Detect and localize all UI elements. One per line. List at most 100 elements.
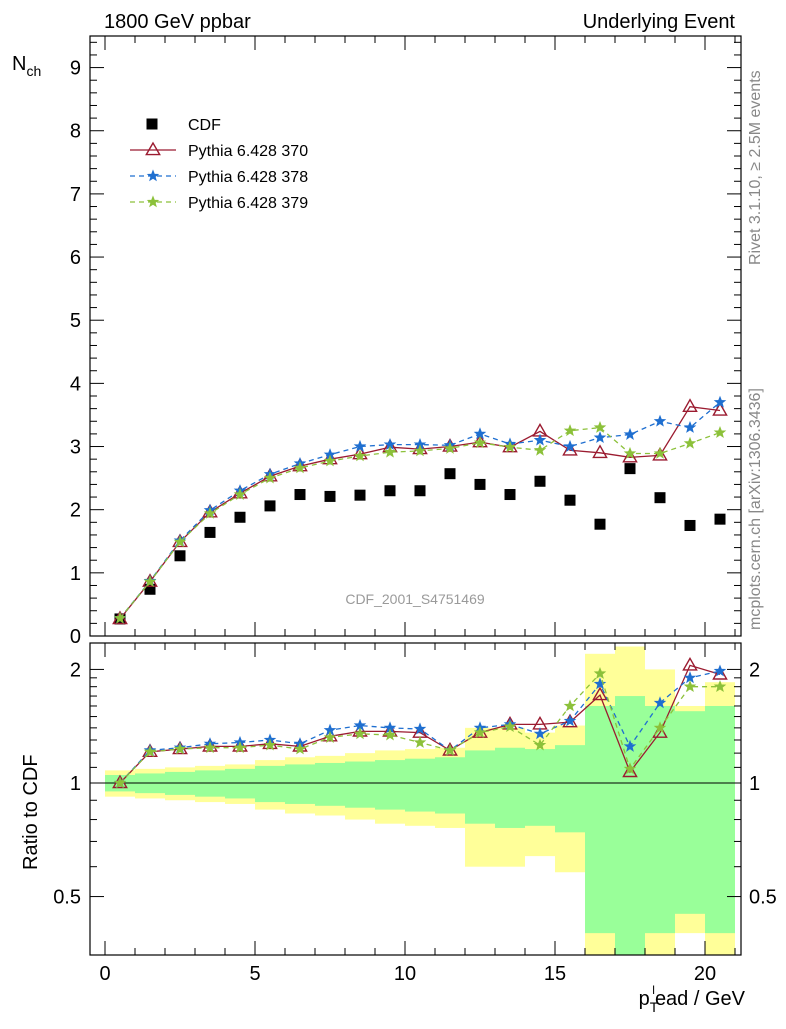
legend-label: Pythia 6.428 378 [188,169,308,186]
triangle-marker [232,484,248,499]
y-tick-label: 3 [70,437,81,459]
ratio-plot-area: 0 5 10 15 20 0.5 0.5 1 1 2 2 [53,642,777,985]
star-marker [323,454,337,467]
star-marker [353,439,367,452]
square-marker [474,478,486,490]
x-tick-label: 10 [394,963,416,985]
ratio-series-line [119,664,721,784]
legend-label: CDF [188,117,221,134]
square-marker [354,489,366,501]
square-marker [294,489,306,501]
series-pythia-6-428-378 [113,395,727,624]
star-marker [653,446,667,459]
ratio-y-tick-label: 0.5 [53,887,81,909]
legend-label: Pythia 6.428 370 [188,143,308,160]
star-marker [353,727,367,740]
x-axis-label-main: p [639,988,650,1010]
star-marker [233,487,247,500]
square-marker [444,468,456,480]
band-inner [645,705,675,934]
title-left: 1800 GeV ppbar [104,11,251,33]
y-axis-label: Nch [12,53,41,79]
ratio-y-tick-label-right: 0.5 [749,887,777,909]
y-axis-label-sub: ch [26,63,41,79]
star-marker [593,420,607,433]
series-cdf [114,463,726,625]
side-text-rivet: Rivet 3.1.10, ≥ 2.5M events [747,70,764,265]
triangle-marker [562,441,578,456]
star-marker [173,535,187,548]
ratio-y-tick-label-right: 1 [749,773,760,795]
star-marker [353,449,367,462]
band-inner [225,768,255,799]
square-marker [714,513,726,525]
ratio-y-tick-label: 1 [70,773,81,795]
side-text-mcplots: mcplots.cern.ch [arXiv:1306.3436] [747,388,764,630]
star-marker [683,420,697,433]
star-marker [143,745,157,758]
square-marker [264,500,276,512]
y-tick-label: 9 [70,58,81,80]
band-inner [555,745,585,833]
triangle-marker [622,448,638,463]
star-marker [473,725,487,739]
star-marker [653,414,667,427]
star-marker [383,445,397,458]
star-marker [203,741,217,754]
analysis-watermark: CDF_2001_S4751469 [345,591,485,607]
star-marker [146,169,160,182]
star-marker [623,762,637,775]
title-right: Underlying Event [583,11,736,33]
triangle-marker [592,686,608,701]
band-inner [405,758,435,812]
y-tick-label: 7 [70,184,81,206]
star-marker [563,714,577,727]
x-tick-label: 20 [694,963,716,985]
x-tick-label: 5 [249,963,260,985]
band-inner [675,711,705,914]
square-marker [534,475,546,487]
series-pythia-6-428-379 [113,420,727,624]
square-marker [684,519,696,531]
band-inner [615,696,645,955]
star-marker [683,680,697,693]
star-marker [533,727,547,740]
ratio-series-pythia-6-428-379 [113,666,727,789]
star-marker [293,742,307,755]
square-marker [384,485,396,497]
star-marker [533,443,547,456]
ratio-y-tick-label-right: 2 [749,659,760,681]
star-marker [713,680,727,693]
star-marker [713,664,727,677]
square-marker [594,518,606,530]
star-marker [413,444,427,457]
square-marker [654,492,666,504]
star-marker [113,611,127,624]
band-inner [465,750,495,824]
star-marker [593,677,607,690]
y-tick-label: 1 [70,563,81,585]
triangle-marker [592,444,608,459]
star-marker [443,743,457,756]
ratio-plot-frame [89,642,742,956]
main-plot-frame [89,35,742,637]
y-axis-label-main: N [12,53,26,75]
star-marker [503,440,517,453]
square-marker [414,485,426,497]
star-marker [653,721,667,734]
main-plot-area: 0 1 2 3 4 5 6 7 8 9 [70,35,742,648]
ratio-y-axis-label: Ratio to CDF [20,754,42,870]
y-tick-label: 5 [70,310,81,332]
star-marker [533,433,547,446]
star-marker [443,441,457,454]
band-inner [435,757,465,814]
triangle-marker [712,665,728,680]
triangle-marker [202,738,218,752]
triangle-marker [202,503,218,518]
star-marker [623,739,637,752]
star-marker [563,424,577,437]
y-tick-label: 6 [70,247,81,269]
star-marker [713,395,727,408]
square-marker [624,463,636,475]
